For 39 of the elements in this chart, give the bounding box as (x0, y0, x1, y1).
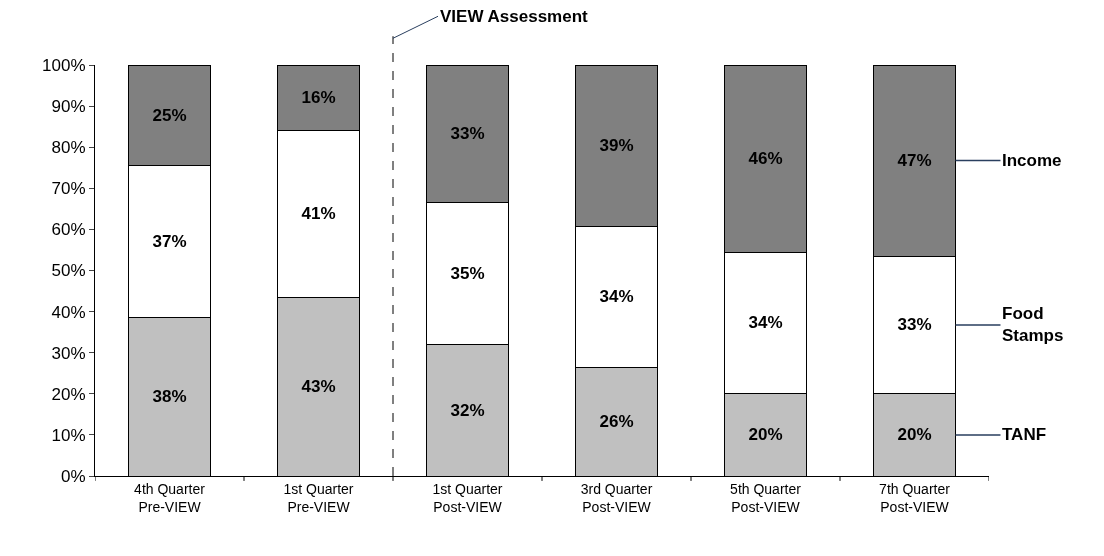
data-label: 16% (301, 88, 336, 108)
data-label: 39% (599, 136, 634, 156)
y-tick-label: 0% (61, 466, 86, 486)
y-tick-label: 50% (51, 261, 86, 281)
data-label: 47% (897, 151, 932, 171)
x-tick-label: 1st Quarter Pre-VIEW (283, 480, 354, 515)
data-label: 32% (450, 400, 485, 420)
y-tick-label: 100% (42, 55, 86, 75)
data-label: 26% (599, 412, 634, 432)
x-tick-label: 3rd Quarter Post-VIEW (580, 480, 653, 515)
y-tick-label: 10% (51, 425, 86, 445)
data-label: 38% (152, 387, 187, 407)
x-tick-label: 1st Quarter Post-VIEW (432, 480, 503, 515)
text: Income (1002, 151, 1062, 170)
data-label: 33% (897, 315, 932, 335)
data-label: 43% (301, 377, 336, 397)
y-tick-label: 20% (51, 384, 86, 404)
text: Food Stamps (1002, 304, 1064, 346)
data-label: 34% (748, 313, 783, 333)
data-label: 41% (301, 204, 336, 224)
data-label: 37% (152, 232, 187, 252)
y-tick-label: 90% (51, 97, 86, 117)
y-tick-label: 30% (51, 343, 86, 363)
data-label: 20% (748, 425, 783, 445)
data-label: 20% (897, 425, 932, 445)
text: TANF (1002, 425, 1047, 444)
x-tick-label: 7th Quarter Post-VIEW (879, 480, 951, 515)
y-tick-label: 40% (51, 302, 86, 322)
text: VIEW Assessment (440, 7, 589, 26)
data-label: 46% (748, 149, 783, 169)
x-tick-label: 4th Quarter Pre-VIEW (134, 480, 206, 515)
data-label: 34% (599, 287, 634, 307)
data-label: 25% (152, 105, 187, 125)
x-tick-label: 5th Quarter Post-VIEW (730, 480, 802, 515)
data-label: 33% (450, 124, 485, 144)
data-label: 35% (450, 264, 485, 284)
y-tick-label: 80% (51, 138, 86, 158)
y-tick-label: 60% (51, 220, 86, 240)
y-tick-label: 70% (51, 179, 86, 199)
